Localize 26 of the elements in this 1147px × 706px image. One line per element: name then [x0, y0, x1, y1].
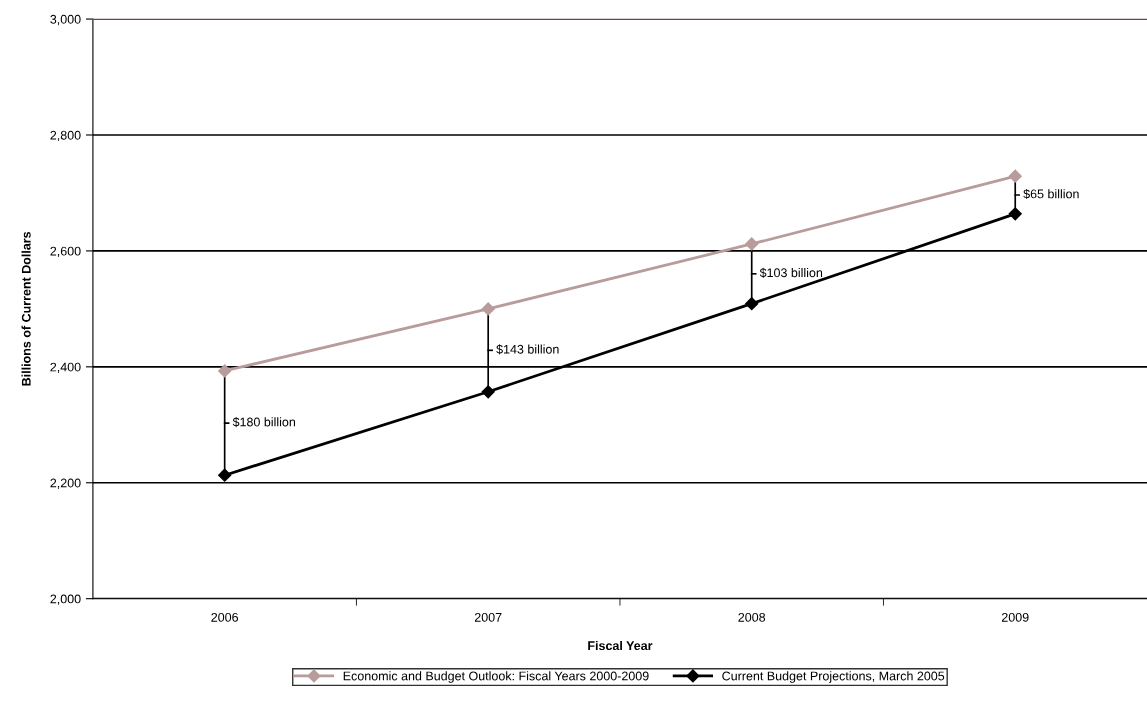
annotation: $180 billion: [232, 417, 296, 428]
annotation: $143 billion: [496, 344, 559, 355]
point: [218, 364, 232, 378]
point: [481, 385, 495, 399]
annotation: $65 billion: [1023, 188, 1079, 200]
y-tick-label: 2,400: [50, 362, 81, 373]
x-axis-title: Fiscal Year: [588, 640, 653, 651]
x-tick-label: 2006: [211, 612, 239, 622]
x-tick-label: 2009: [1001, 612, 1029, 622]
point: [1008, 169, 1022, 183]
point: [218, 468, 232, 482]
y-tick-label: 2,200: [50, 478, 81, 489]
y-tick-label: 2,600: [50, 246, 81, 258]
y-tick-label: 3,000: [50, 14, 81, 26]
y-axis-title: Billions of Current Dollars: [21, 231, 31, 386]
point: [745, 237, 759, 251]
x-tick-label: 2007: [474, 612, 502, 622]
point: [1008, 207, 1022, 221]
legend-label: Current Budget Projections, March 2005: [722, 671, 945, 683]
annotation: $103 billion: [759, 267, 823, 278]
point: [745, 297, 759, 311]
legend-label: Economic and Budget Outlook: Fiscal Years 2000-2009: [343, 671, 649, 683]
y-tick-label: 2,000: [50, 594, 81, 605]
x-tick-label: 2008: [738, 612, 766, 622]
point: [481, 302, 495, 316]
y-tick-label: 2,800: [50, 130, 81, 142]
